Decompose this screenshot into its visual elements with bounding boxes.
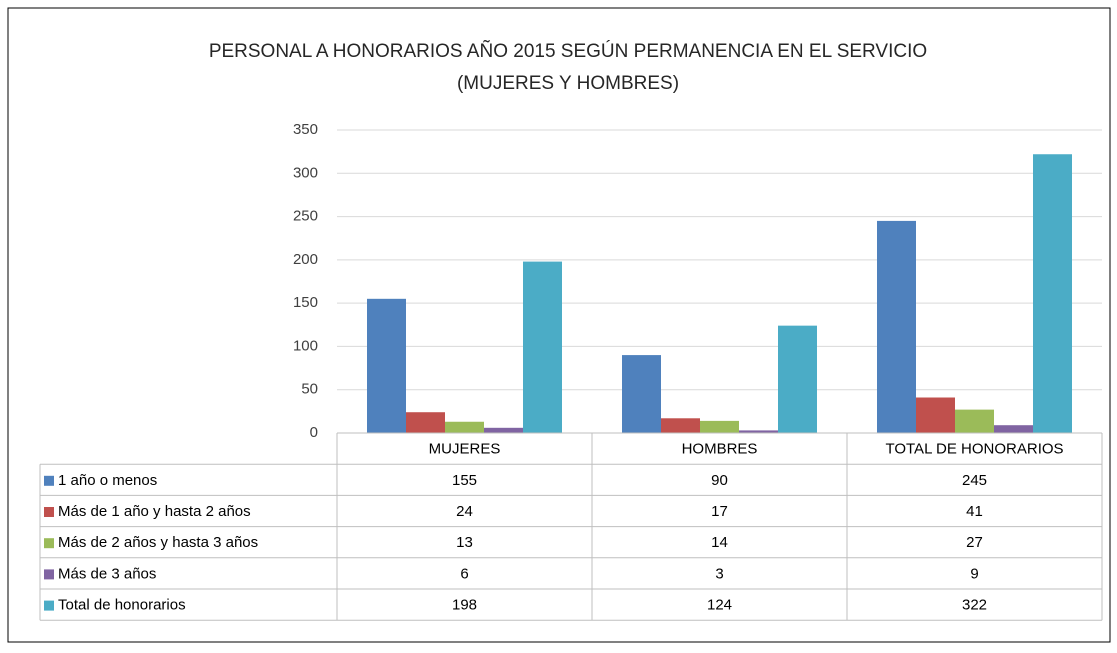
data-label: 245: [962, 472, 987, 489]
data-label: 124: [707, 597, 732, 614]
y-tick-label: 0: [310, 424, 318, 441]
y-tick-label: 200: [293, 251, 318, 268]
y-tick-label: 100: [293, 337, 318, 354]
chart-title: PERSONAL A HONORARIOS AÑO 2015 SEGÚN PER…: [209, 40, 927, 62]
bar: [916, 397, 955, 433]
bar: [406, 412, 445, 433]
legend-swatch: [44, 538, 54, 549]
bar: [1033, 154, 1072, 434]
y-tick-label: 150: [293, 294, 318, 311]
data-label: 198: [452, 597, 477, 614]
legend-swatch: [44, 507, 54, 517]
legend-label: Total de honorarios: [58, 597, 186, 614]
legend-swatch: [44, 569, 54, 580]
legend-label: Más de 2 años y hasta 3 años: [58, 534, 258, 551]
y-tick-label: 250: [293, 208, 318, 225]
data-label: 155: [452, 472, 477, 489]
bar: [622, 355, 661, 433]
x-tick-label: HOMBRES: [682, 441, 758, 458]
bar: [445, 421, 484, 433]
bar: [778, 325, 817, 433]
data-label: 6: [460, 565, 468, 582]
x-tick-label: MUJERES: [429, 441, 501, 458]
data-label: 17: [711, 503, 728, 520]
y-tick-label: 300: [293, 164, 318, 181]
bar: [955, 409, 994, 433]
bar: [523, 261, 562, 433]
legend-label: Más de 1 año y hasta 2 años: [58, 503, 251, 520]
legend-swatch: [44, 600, 54, 611]
bar: [484, 427, 523, 433]
bar: [994, 425, 1033, 433]
y-tick-label: 50: [301, 381, 318, 398]
data-label: 27: [966, 534, 983, 551]
data-label: 3: [715, 565, 723, 582]
legend-swatch: [44, 475, 54, 486]
data-label: 9: [970, 565, 978, 582]
data-label: 90: [711, 472, 728, 489]
chart-subtitle: (MUJERES Y HOMBRES): [457, 73, 679, 94]
y-tick-label: 350: [293, 121, 318, 138]
x-tick-label: TOTAL DE HONORARIOS: [885, 441, 1063, 458]
data-label: 14: [711, 534, 728, 551]
data-label: 41: [966, 503, 983, 520]
bar: [661, 418, 700, 433]
data-label: 322: [962, 597, 987, 614]
bar: [877, 220, 916, 433]
legend-label: Más de 3 años: [58, 565, 156, 582]
data-label: 13: [456, 534, 473, 551]
bar: [739, 430, 778, 433]
data-label: 24: [456, 503, 473, 520]
bar: [367, 298, 406, 433]
bar: [700, 420, 739, 433]
legend-label: 1 año o menos: [58, 472, 157, 489]
